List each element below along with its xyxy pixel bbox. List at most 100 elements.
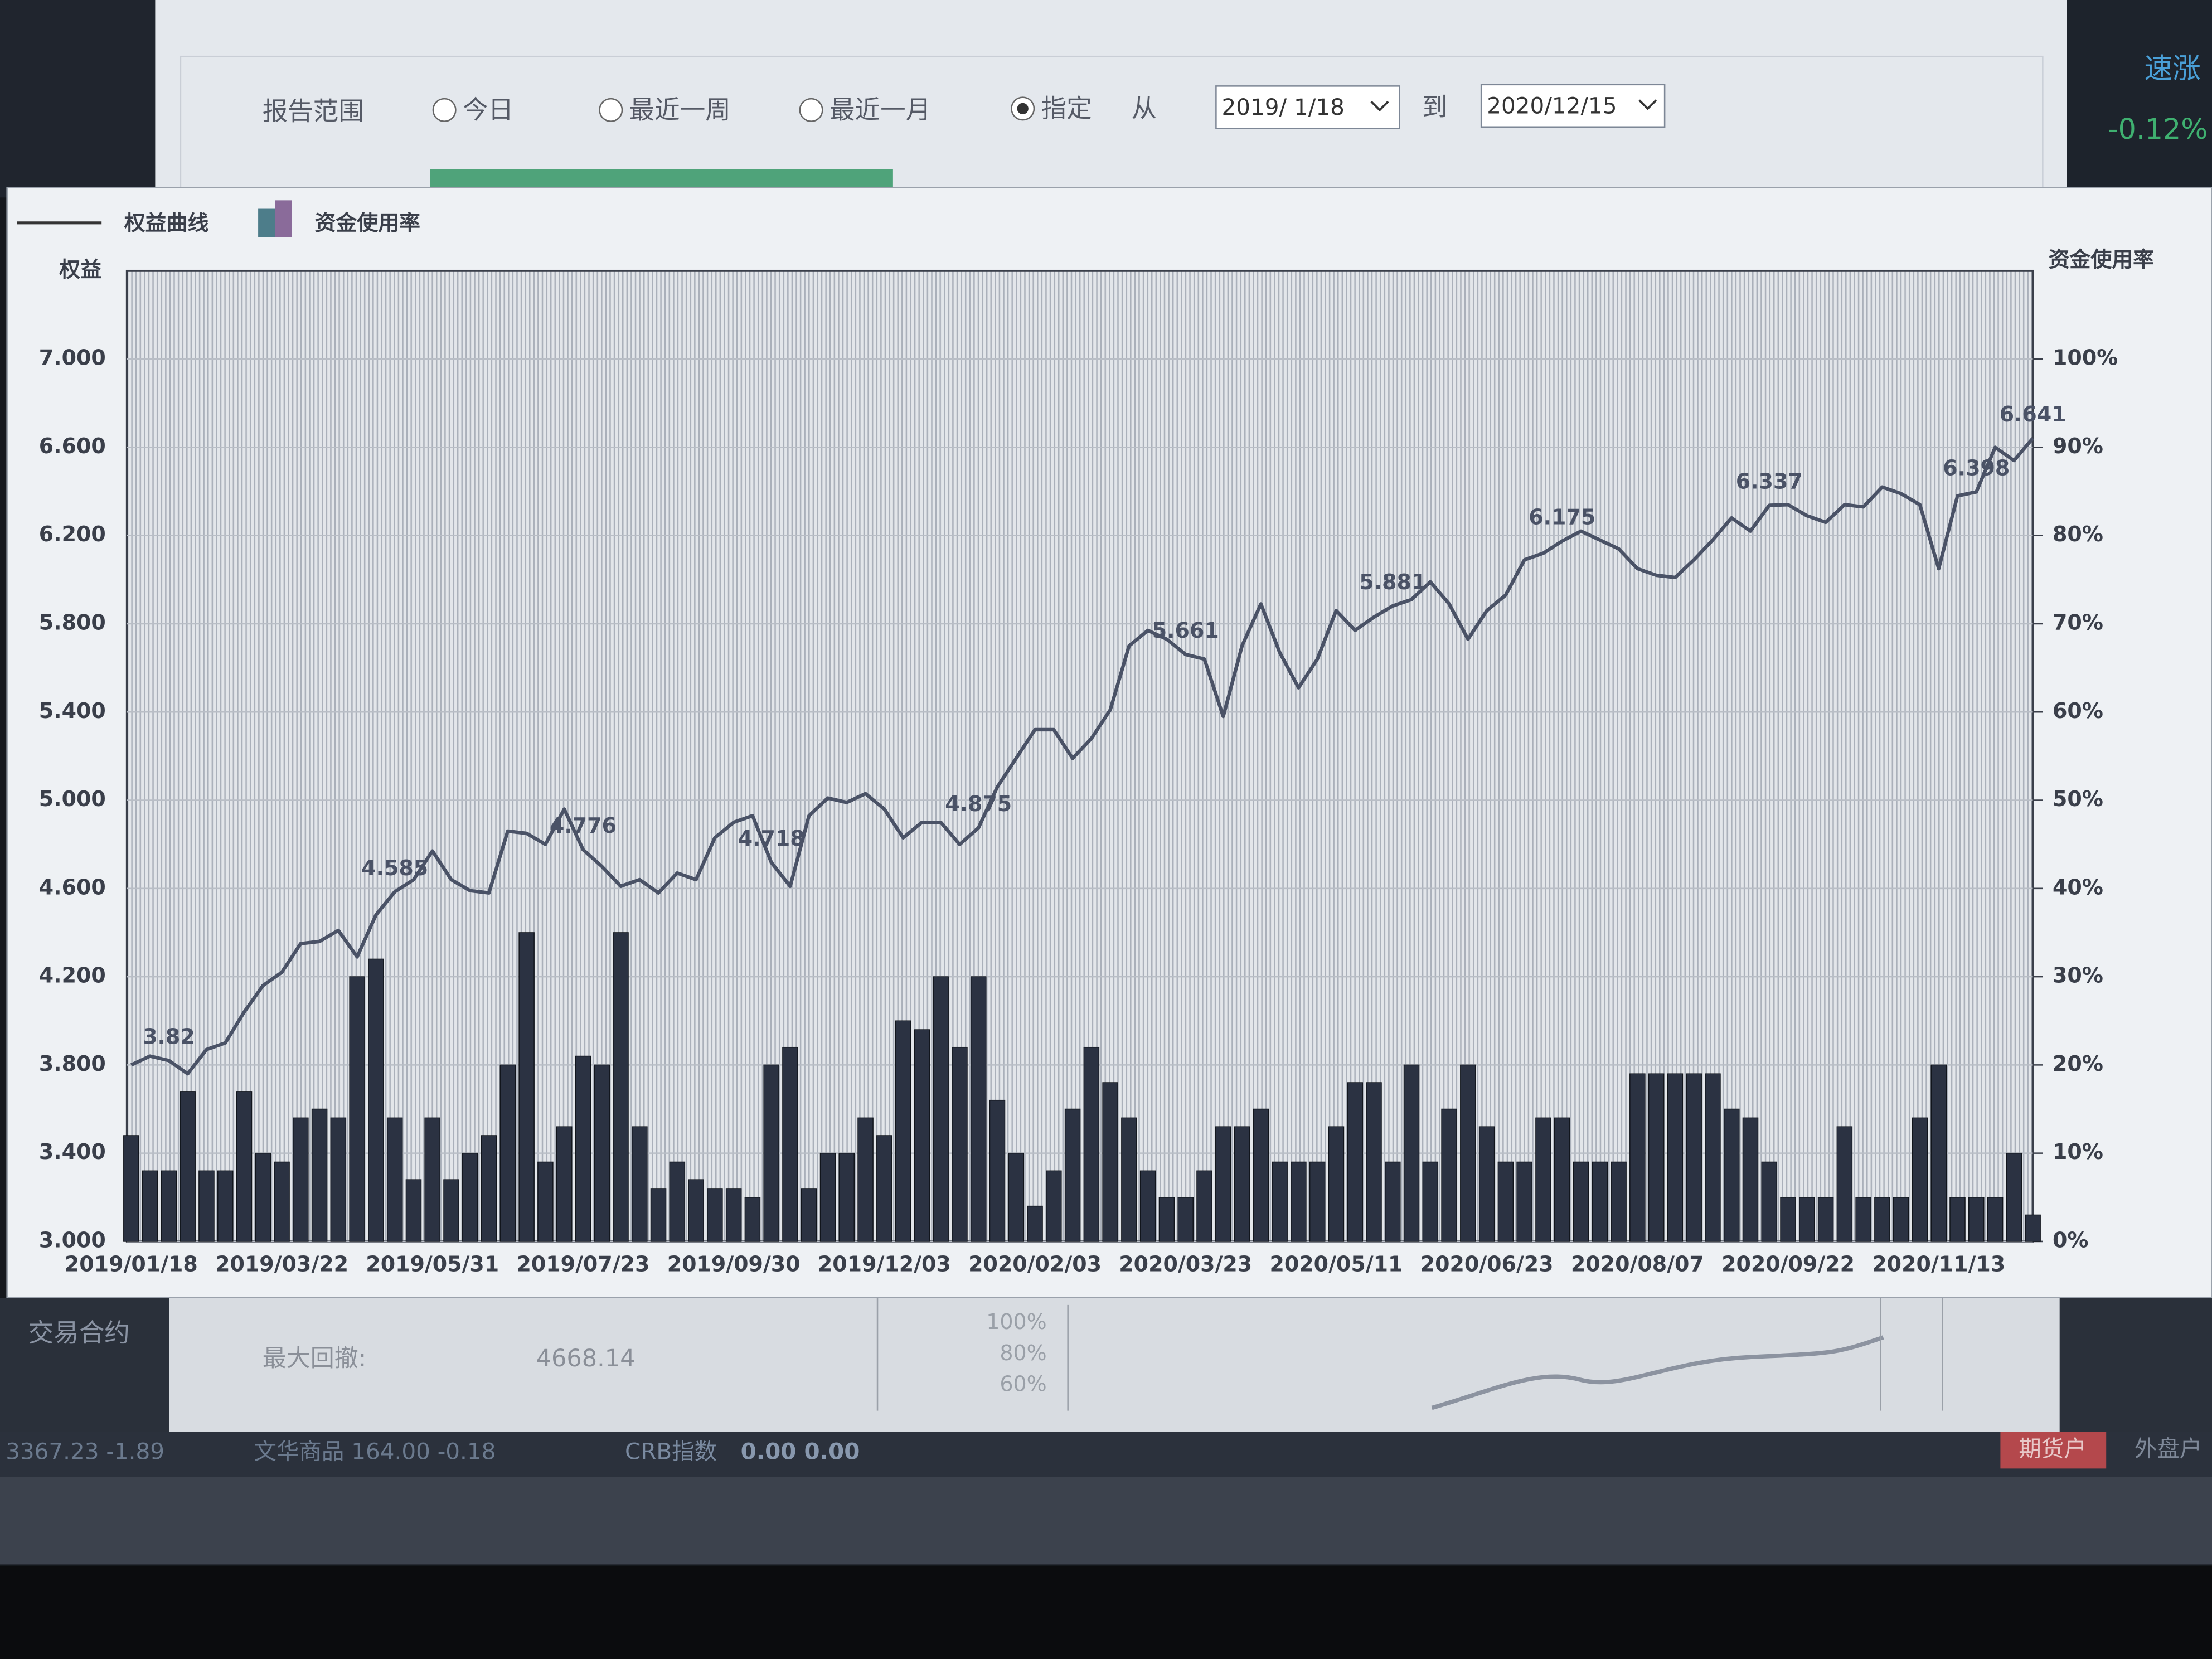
x-tick-label: 2019/05/31 (366, 1251, 499, 1276)
bar (1817, 1197, 1834, 1242)
bar (1272, 1161, 1288, 1242)
drawdown-value: 4668.14 (536, 1345, 636, 1372)
bar (293, 1117, 309, 1242)
y-tick-label: 3.800 (39, 1051, 106, 1076)
bar (518, 932, 535, 1242)
data-label: 4.875 (945, 792, 1012, 816)
bar (1158, 1197, 1175, 1242)
mini-tick: 60% (1000, 1372, 1046, 1396)
y2-tick-label: 70% (2053, 610, 2103, 634)
bar (970, 976, 987, 1242)
bar (1008, 1152, 1025, 1242)
bar (1422, 1161, 1439, 1242)
bar (274, 1161, 290, 1242)
bar (1629, 1073, 1646, 1242)
bar (1102, 1082, 1118, 1242)
x-tick-label: 2019/12/03 (818, 1251, 951, 1276)
drawdown-label: 最大回撤: (263, 1345, 367, 1372)
bar (707, 1188, 723, 1242)
bar (537, 1161, 554, 1242)
bar (311, 1108, 328, 1242)
legend-swatch (258, 208, 275, 237)
bar (349, 976, 365, 1242)
radio-label[interactable]: 今日 (463, 95, 513, 124)
y2-tick-label: 40% (2053, 875, 2103, 899)
legend-label: 权益曲线 (124, 211, 209, 235)
y2-tick-label: 100% (2053, 346, 2118, 370)
to-date[interactable] (1480, 84, 1666, 128)
radio[interactable] (599, 98, 623, 122)
radio-label[interactable]: 指定 (1041, 94, 1092, 123)
bar (1196, 1170, 1212, 1242)
radio[interactable] (799, 98, 823, 122)
bar (1234, 1126, 1250, 1242)
tab[interactable] (2000, 1432, 2107, 1469)
bar (1893, 1197, 1909, 1242)
bar (669, 1161, 686, 1242)
bar (1836, 1126, 1853, 1242)
bar (1253, 1108, 1269, 1242)
bar (1046, 1170, 1062, 1242)
data-label: 5.661 (1152, 618, 1219, 643)
data-label: 6.337 (1736, 469, 1803, 494)
tab-label[interactable]: 期货户 (2019, 1435, 2086, 1462)
bar (725, 1188, 742, 1242)
status-bar (0, 1432, 2212, 1477)
to-date-text[interactable]: 2020/12/15 (1487, 92, 1617, 119)
bar (1347, 1082, 1363, 1242)
bar (424, 1117, 441, 1242)
bar (857, 1117, 874, 1242)
tab-label[interactable]: 外盘户 (2135, 1435, 2202, 1462)
bar (688, 1179, 704, 1242)
bar (236, 1091, 253, 1242)
plot-area (125, 269, 2034, 1243)
y2-tick-label: 0% (2053, 1228, 2088, 1252)
from-date[interactable] (1215, 85, 1400, 129)
dropdown-arrow (1638, 99, 1657, 110)
bar (330, 1117, 347, 1242)
bar (1968, 1197, 1985, 1242)
bar (368, 958, 384, 1242)
bar (1648, 1073, 1665, 1242)
y-tick-label: 3.400 (39, 1139, 106, 1164)
bar (1930, 1064, 1947, 1242)
bar (876, 1135, 892, 1242)
radio-label[interactable]: 最近一周 (629, 95, 731, 124)
right-panel (2067, 0, 2212, 198)
x-tick-label: 2020/08/07 (1571, 1251, 1704, 1276)
bar (2025, 1214, 2041, 1242)
status-item: 3367.23 -1.89 (6, 1438, 164, 1465)
bar (386, 1117, 403, 1242)
radio-label[interactable]: 最近一月 (830, 95, 931, 124)
bar (443, 1179, 459, 1242)
x-tick-label: 2019/07/23 (516, 1251, 649, 1276)
bar (1723, 1108, 1740, 1242)
bar (1667, 1073, 1684, 1242)
y-tick-label: 5.800 (39, 610, 106, 634)
bar (1855, 1197, 1871, 1242)
bar (1328, 1126, 1345, 1242)
bar (499, 1064, 516, 1242)
bar (575, 1055, 591, 1242)
bar (1309, 1161, 1326, 1242)
bar (481, 1135, 497, 1242)
y2-tick-label: 20% (2053, 1051, 2103, 1076)
bar (1799, 1197, 1815, 1242)
y-tick-label: 5.400 (39, 698, 106, 723)
summary-panel (169, 1298, 2060, 1439)
bar (933, 976, 949, 1242)
radio[interactable] (432, 98, 457, 122)
bar (801, 1188, 817, 1242)
contract-label: 交易合约 (28, 1318, 130, 1347)
bar (1874, 1197, 1890, 1242)
bar (1291, 1161, 1307, 1242)
bar (819, 1152, 836, 1242)
bar (1177, 1197, 1194, 1242)
y-tick-label: 7.000 (39, 346, 106, 370)
bar (613, 932, 629, 1242)
y2-axis-title: 资金使用率 (2048, 248, 2154, 272)
from-date-text[interactable]: 2019/ 1/18 (1222, 94, 1345, 120)
bar (1121, 1117, 1137, 1242)
y2-tick-label: 10% (2053, 1139, 2103, 1164)
